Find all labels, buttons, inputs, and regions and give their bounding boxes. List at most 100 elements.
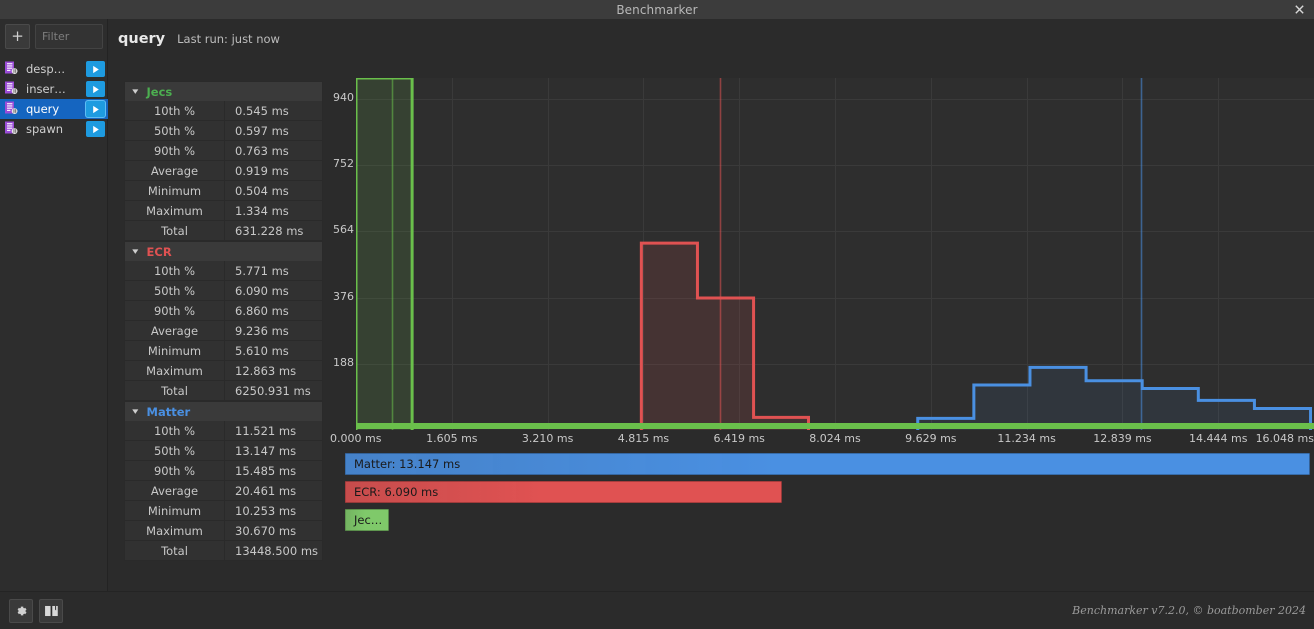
stat-key: Total [125, 381, 225, 400]
stats-table: ▾ Jecs 10th % 0.545 ms 50th % 0.597 ms 90th % 0… [124, 81, 323, 571]
legend-bar-label: Matter: 13.147 ms [354, 457, 461, 471]
stat-value: 20.461 ms [235, 483, 297, 498]
stat-value: 15.485 ms [235, 463, 297, 478]
stat-key: 90th % [125, 141, 225, 160]
table-row: Minimum 0.504 ms [124, 181, 323, 201]
stat-value: 9.236 ms [235, 323, 289, 338]
legend-bar[interactable]: ECR: 6.090 ms [345, 481, 782, 503]
sidebar-item-desp[interactable]: desp… [0, 59, 108, 79]
x-axis-tick-label: 11.234 ms [997, 432, 1056, 445]
run-benchmark-button[interactable] [86, 81, 105, 97]
sidebar-item-spawn[interactable]: spawn [0, 119, 108, 139]
sidebar-item-label: desp… [26, 62, 66, 76]
table-row: 50th % 6.090 ms [124, 281, 323, 301]
stats-group-name: Matter [146, 404, 191, 419]
table-row: Maximum 12.863 ms [124, 361, 323, 381]
table-row: Minimum 10.253 ms [124, 501, 323, 521]
table-row: Average 20.461 ms [124, 481, 323, 501]
stat-value: 0.545 ms [235, 103, 289, 118]
legend-bar[interactable]: Matter: 13.147 ms [345, 453, 1310, 475]
chevron-down-icon[interactable]: ▾ [132, 86, 139, 97]
run-benchmark-button[interactable] [86, 101, 105, 117]
table-row: Minimum 5.610 ms [124, 341, 323, 361]
stat-value: 13448.500 ms [235, 543, 319, 558]
stat-key: Maximum [125, 361, 225, 380]
sidebar-item-label: spawn [26, 122, 64, 136]
x-axis-tick-label: 12.839 ms [1093, 432, 1152, 445]
stat-key: Maximum [125, 521, 225, 540]
stat-key: Minimum [125, 501, 225, 520]
bottom-bar: Benchmarker v7.2.0, © boatbomber 2024 [0, 591, 1314, 629]
stat-value: 5.610 ms [235, 343, 289, 358]
filter-input[interactable] [35, 24, 103, 49]
table-row: Average 0.919 ms [124, 161, 323, 181]
stat-key: Total [125, 541, 225, 560]
content-header: query Last run: just now [118, 31, 280, 47]
x-axis-tick-label: 4.815 ms [617, 432, 670, 445]
stat-value: 0.504 ms [235, 183, 289, 198]
table-row: Total 6250.931 ms [124, 381, 323, 401]
benchmark-script-icon [4, 60, 20, 79]
stats-group-header-matter[interactable]: ▾ Matter [124, 401, 323, 421]
benchmark-script-icon [4, 120, 20, 139]
x-axis-tick-label: 0.000 ms [330, 432, 382, 445]
stat-key: Minimum [125, 181, 225, 200]
stat-key: Average [125, 161, 225, 180]
x-axis-tick-label: 1.605 ms [426, 432, 478, 445]
table-row: 90th % 0.763 ms [124, 141, 323, 161]
stats-group-header-jecs[interactable]: ▾ Jecs [124, 81, 323, 101]
stat-key: Average [125, 321, 225, 340]
plot-svg [354, 76, 1314, 430]
legend-bar[interactable]: Jec… [345, 509, 389, 531]
page-title: query [118, 31, 166, 47]
stat-key: Average [125, 481, 225, 500]
y-axis-tick-label: 564 [333, 223, 354, 237]
stat-value: 631.228 ms [235, 223, 304, 238]
last-run-label: Last run: just now [177, 32, 280, 46]
run-benchmark-button[interactable] [86, 121, 105, 137]
sidebar-item-inser[interactable]: inser… [0, 79, 108, 99]
stats-group-header-ecr[interactable]: ▾ ECR [124, 241, 323, 261]
table-row: 10th % 5.771 ms [124, 261, 323, 281]
table-row: 10th % 0.545 ms [124, 101, 323, 121]
stat-key: Minimum [125, 341, 225, 360]
x-axis-tick-label: 9.629 ms [905, 432, 957, 445]
stat-value: 6250.931 ms [235, 383, 311, 398]
x-axis-strip [356, 423, 1314, 429]
benchmark-sidebar: + desp… inser… query spawn [0, 19, 108, 591]
chevron-down-icon[interactable]: ▾ [132, 246, 139, 257]
stat-key: 50th % [125, 281, 225, 300]
stat-value: 10.253 ms [235, 503, 297, 518]
y-axis-tick-label: 188 [333, 355, 354, 369]
table-row: Total 631.228 ms [124, 221, 323, 241]
stat-key: 10th % [125, 421, 225, 440]
benchmark-script-icon [4, 100, 20, 119]
window-title: Benchmarker [616, 2, 698, 17]
x-axis-tick-label: 6.419 ms [713, 432, 765, 445]
sidebar-item-query[interactable]: query [0, 99, 108, 119]
legend-bars: Matter: 13.147 ms ECR: 6.090 ms Jec… [345, 453, 1310, 537]
credit-text: Benchmarker v7.2.0, © boatbomber 2024 [1072, 604, 1306, 617]
stats-group-name: Jecs [146, 84, 173, 99]
table-row: 90th % 15.485 ms [124, 461, 323, 481]
stat-value: 11.521 ms [235, 423, 297, 438]
stat-value: 0.919 ms [235, 163, 289, 178]
chevron-down-icon[interactable]: ▾ [132, 406, 139, 417]
benchmark-script-icon [4, 80, 20, 99]
plot-area [354, 76, 1314, 430]
y-axis-tick-label: 752 [333, 157, 354, 171]
table-row: 10th % 11.521 ms [124, 421, 323, 441]
add-benchmark-button[interactable]: + [5, 24, 30, 49]
stat-key: 90th % [125, 461, 225, 480]
close-icon[interactable] [1284, 0, 1314, 19]
sidebar-item-label: inser… [26, 82, 66, 96]
book-icon[interactable] [39, 599, 63, 623]
gear-icon[interactable] [9, 599, 33, 623]
x-axis-tick-label: 3.210 ms [521, 432, 574, 445]
stats-group-name: ECR [146, 244, 172, 259]
stat-key: Total [125, 221, 225, 240]
stat-value: 30.670 ms [235, 523, 297, 538]
run-benchmark-button[interactable] [86, 61, 105, 77]
stat-value: 1.334 ms [235, 203, 289, 218]
table-row: Average 9.236 ms [124, 321, 323, 341]
